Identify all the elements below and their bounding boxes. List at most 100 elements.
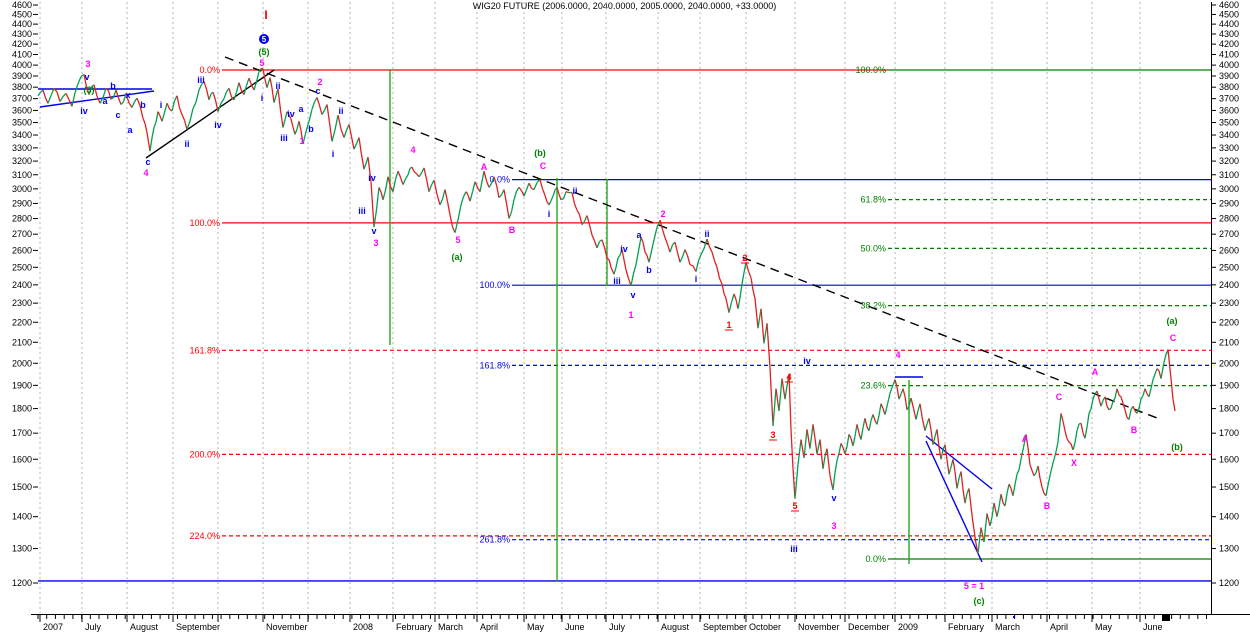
price-segment	[826, 448, 831, 476]
wave-label[interactable]: c	[145, 157, 150, 167]
wave-label[interactable]: ii	[338, 106, 343, 116]
trendline-wedge-lower[interactable]	[925, 440, 983, 563]
wave-label[interactable]: C	[540, 161, 547, 171]
y-axis-label-right: 3600	[1219, 105, 1239, 115]
fib-set-blue-retracement[interactable]: 0.0%100.0%161.8%261.8%	[479, 175, 1211, 545]
wave-label[interactable]: iv	[80, 106, 88, 116]
wave-label[interactable]: (b)	[534, 148, 546, 158]
price-segment	[192, 101, 197, 109]
wave-label[interactable]: iv	[214, 120, 222, 130]
price-segment	[721, 283, 725, 294]
wave-label[interactable]: v	[371, 226, 376, 236]
wave-label[interactable]: iii	[790, 544, 798, 554]
wave-label[interactable]: 3	[85, 59, 90, 69]
x-axis-label: August	[130, 622, 159, 632]
wave-label[interactable]: iv	[368, 173, 376, 183]
wave-label[interactable]: 1	[628, 310, 633, 320]
wave-label[interactable]: 1	[299, 136, 304, 146]
wave-label[interactable]: 5	[455, 235, 460, 245]
wave-label[interactable]: A	[1092, 367, 1099, 377]
price-segment	[128, 102, 133, 108]
wave-label[interactable]: v	[831, 493, 836, 503]
wave-label[interactable]: B	[509, 225, 516, 235]
wave-label[interactable]: ii	[704, 229, 709, 239]
wave-label[interactable]: i	[695, 274, 698, 284]
price-segment	[956, 478, 960, 489]
wave-label[interactable]: (c)	[974, 596, 985, 606]
wave-label[interactable]: a	[127, 125, 133, 135]
wave-label[interactable]: a	[636, 230, 642, 240]
fib-set-green-retracement[interactable]: 100.0% 61.8% 50.0% 38.2% 23.6% 0.0%	[855, 65, 1211, 564]
wave-label[interactable]: iii	[613, 276, 621, 286]
trendline-wedge-upper[interactable]	[925, 435, 993, 490]
wave-label[interactable]: i	[160, 100, 163, 110]
wave-label[interactable]: i	[261, 93, 264, 103]
price-segment	[284, 111, 288, 120]
wave-label[interactable]: (b)	[1171, 442, 1183, 452]
fib-label: 0.0%	[199, 65, 220, 75]
wave-label[interactable]: iii	[358, 206, 366, 216]
wave-label[interactable]: 5 = 1	[964, 581, 984, 591]
trendline-uptrend-2007[interactable]	[145, 69, 275, 159]
wave-circle-5[interactable]	[259, 34, 269, 44]
wave-label[interactable]: c	[315, 86, 320, 96]
wave-label[interactable]: v	[84, 72, 89, 82]
wave-label[interactable]: 2	[317, 77, 322, 87]
wave-label[interactable]: ii	[572, 186, 577, 196]
wave-label[interactable]: (3)	[84, 85, 95, 95]
wave-label[interactable]: I	[264, 8, 267, 22]
y-axis-label-right: 2700	[1219, 229, 1239, 239]
wave-label[interactable]: x	[125, 90, 130, 100]
wave-label[interactable]: iv	[287, 109, 295, 119]
fib-set-red-retracement[interactable]: 0.0%100.0%161.8%200.0%224.0%	[189, 65, 1211, 541]
wave-label[interactable]: ii	[275, 81, 280, 91]
wave-label[interactable]: b	[110, 81, 116, 91]
wave-label[interactable]: 2	[742, 253, 747, 263]
wave-label[interactable]: i	[332, 149, 335, 159]
wave-label[interactable]: (5)	[259, 47, 270, 57]
wave-label[interactable]: a	[298, 104, 304, 114]
wave-label[interactable]: i	[548, 209, 551, 219]
wave-label[interactable]: A	[1022, 434, 1029, 444]
wave-label[interactable]: (a)	[452, 252, 463, 262]
wave-label[interactable]: c	[115, 110, 120, 120]
wave-label[interactable]: b	[308, 124, 314, 134]
wave-label[interactable]: iii	[197, 75, 205, 85]
wave-label[interactable]: 2	[660, 209, 665, 219]
wave-label[interactable]: iii	[280, 133, 288, 143]
wave-label[interactable]: (a)	[1167, 316, 1178, 326]
price-segment	[640, 237, 644, 243]
wave-label[interactable]: 3	[373, 238, 378, 248]
wave-label[interactable]: C	[1056, 392, 1063, 402]
wave-label[interactable]: 4	[895, 350, 900, 360]
wave-label[interactable]: b	[140, 100, 146, 110]
wave-label[interactable]: b	[646, 265, 652, 275]
wave-label[interactable]: B	[1044, 501, 1051, 511]
wave-label[interactable]: X	[1071, 458, 1077, 468]
wave-label[interactable]: iv	[620, 244, 628, 254]
wave-label[interactable]: B	[1131, 425, 1138, 435]
wave-label[interactable]: 5	[792, 501, 797, 511]
trendline-triangle-bottom[interactable]	[39, 90, 155, 108]
wave-label[interactable]: 5	[259, 58, 264, 68]
wave-label[interactable]: a	[102, 96, 108, 106]
wave-label[interactable]: 3	[770, 430, 775, 440]
price-segment	[1033, 472, 1037, 477]
trendlines[interactable]	[38, 56, 1158, 563]
wave-label[interactable]: ii	[184, 139, 189, 149]
price-segment	[304, 124, 309, 134]
wave-label[interactable]: A	[481, 162, 488, 172]
wave-label[interactable]: 3	[831, 521, 836, 531]
wave-label[interactable]: iv	[803, 356, 811, 366]
price-segment	[404, 174, 409, 180]
wave-label[interactable]: 4	[143, 168, 148, 178]
wave-label[interactable]: 4	[410, 145, 415, 155]
price-segment	[115, 89, 120, 99]
wave-label[interactable]: C	[1170, 333, 1177, 343]
wave-label[interactable]: 4	[786, 372, 791, 382]
vertical-lines[interactable]	[389, 70, 910, 581]
wave-label[interactable]: v	[630, 290, 635, 300]
trendline-downtrend-main[interactable]	[224, 56, 1158, 419]
wave-label[interactable]: 1	[726, 320, 731, 330]
